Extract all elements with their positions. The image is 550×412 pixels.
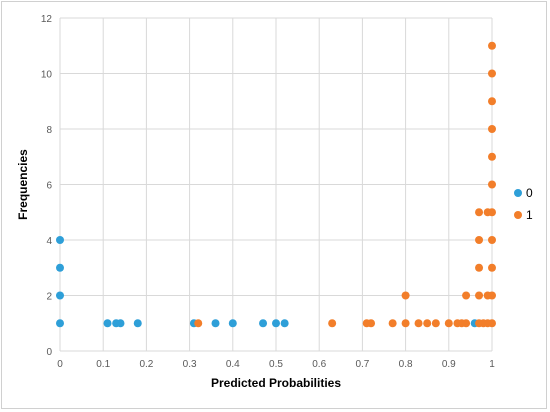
y-tick-label: 8 bbox=[46, 125, 52, 136]
y-tick-label: 2 bbox=[46, 292, 52, 303]
point-series-1 bbox=[475, 236, 484, 244]
point-series-1 bbox=[462, 291, 471, 300]
x-tick-label: 0.4 bbox=[226, 359, 240, 370]
x-tick-labels: 0 0.1 0.2 0.3 0.4 0.5 0.6 0.7 0.8 0.9 1 bbox=[57, 359, 495, 370]
point-series-1 bbox=[488, 69, 496, 78]
legend-marker-0 bbox=[514, 189, 522, 197]
point-series-0 bbox=[280, 319, 289, 328]
point-series-1 bbox=[488, 291, 496, 300]
legend-marker-1 bbox=[514, 211, 522, 219]
y-tick-label: 6 bbox=[46, 181, 52, 192]
point-series-0 bbox=[211, 319, 220, 328]
x-tick-label: 0.2 bbox=[139, 359, 153, 370]
y-tick-label: 10 bbox=[41, 70, 53, 81]
y-tick-label: 0 bbox=[46, 347, 52, 358]
point-series-1 bbox=[488, 236, 496, 244]
x-tick-label: 1 bbox=[489, 359, 495, 370]
point-series-1 bbox=[414, 319, 423, 328]
point-series-1 bbox=[488, 97, 496, 106]
point-series-1 bbox=[401, 291, 410, 300]
point-series-1 bbox=[194, 319, 203, 328]
point-series-1 bbox=[401, 319, 410, 328]
point-series-0 bbox=[56, 263, 64, 272]
x-tick-label: 0.9 bbox=[442, 359, 456, 370]
y-tick-label: 12 bbox=[41, 14, 53, 25]
point-series-0 bbox=[259, 319, 268, 328]
x-tick-label: 0.5 bbox=[269, 359, 283, 370]
point-series-1 bbox=[328, 319, 337, 328]
point-series-1 bbox=[488, 180, 496, 189]
point-series-1 bbox=[462, 319, 471, 328]
point-series-1 bbox=[488, 263, 496, 272]
point-series-0 bbox=[56, 236, 64, 244]
point-series-0 bbox=[272, 319, 280, 328]
legend-label-1: 1 bbox=[526, 208, 533, 222]
point-series-1 bbox=[488, 208, 496, 217]
x-tick-label: 0.3 bbox=[183, 359, 197, 370]
point-series-0 bbox=[228, 319, 237, 328]
point-series-0 bbox=[56, 319, 64, 328]
y-axis-title: Frequencies bbox=[16, 149, 30, 220]
point-series-1 bbox=[423, 319, 432, 328]
data-points bbox=[56, 41, 496, 328]
point-series-1 bbox=[488, 152, 496, 161]
x-tick-label: 0 bbox=[57, 359, 63, 370]
y-tick-label: 4 bbox=[46, 236, 52, 247]
point-series-1 bbox=[488, 125, 496, 133]
x-axis-title: Predicted Probabilities bbox=[211, 376, 341, 390]
point-series-1 bbox=[475, 263, 484, 272]
x-tick-label: 0.6 bbox=[312, 359, 326, 370]
point-series-1 bbox=[475, 291, 484, 300]
point-series-0 bbox=[116, 319, 125, 328]
point-series-1 bbox=[431, 319, 440, 328]
point-series-1 bbox=[444, 319, 453, 328]
point-series-1 bbox=[388, 319, 397, 328]
point-series-0 bbox=[133, 319, 142, 328]
point-series-1 bbox=[367, 319, 376, 328]
legend: 01 bbox=[514, 186, 533, 222]
x-tick-label: 0.8 bbox=[399, 359, 413, 370]
point-series-1 bbox=[488, 319, 496, 328]
point-series-0 bbox=[56, 291, 64, 300]
y-tick-labels: 0 2 4 6 8 10 12 bbox=[41, 14, 53, 358]
point-series-1 bbox=[475, 208, 484, 217]
x-tick-label: 0.1 bbox=[96, 359, 110, 370]
point-series-1 bbox=[488, 41, 496, 50]
gridlines bbox=[59, 17, 493, 352]
x-tick-label: 0.7 bbox=[355, 359, 369, 370]
legend-label-0: 0 bbox=[526, 186, 533, 200]
point-series-0 bbox=[103, 319, 112, 328]
